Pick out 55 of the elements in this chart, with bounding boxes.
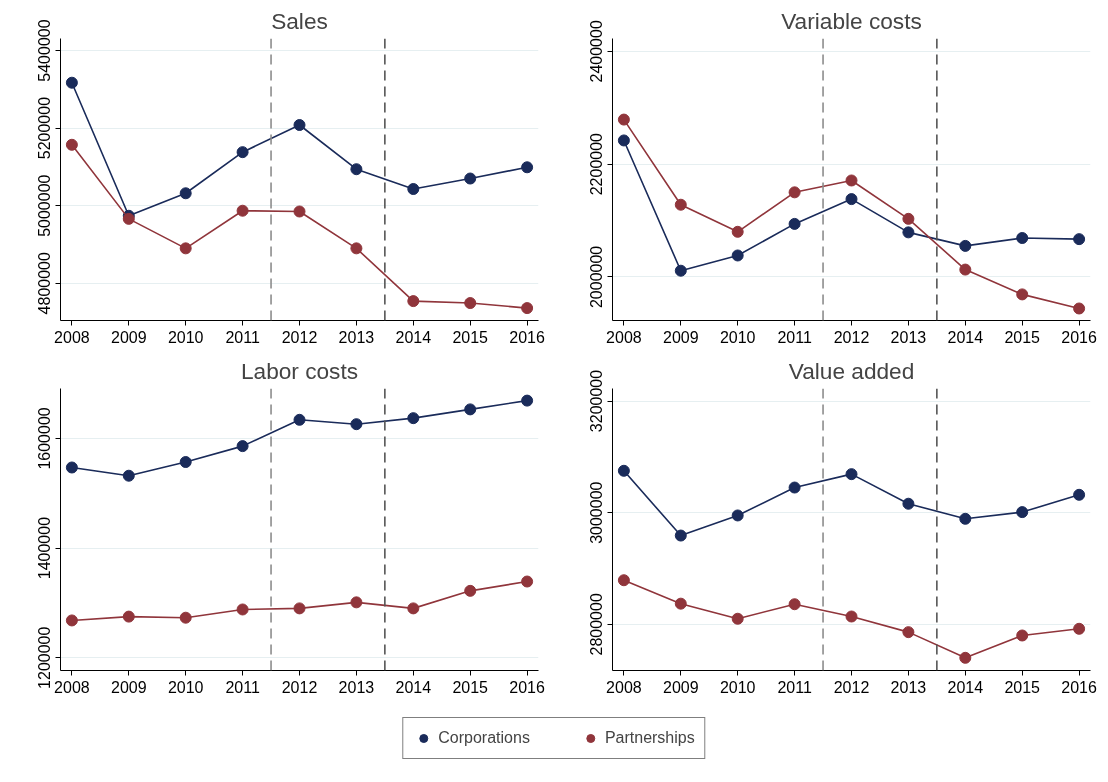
y-tick-label: 5200000 xyxy=(36,96,54,160)
x-tick-label: 2015 xyxy=(452,328,489,346)
legend-label: Corporations xyxy=(438,729,530,747)
x-tick-label: 2016 xyxy=(1061,328,1098,346)
x-tick-label: 2011 xyxy=(777,328,812,346)
x-tick-label: 2012 xyxy=(281,328,318,346)
chart-title: Variable costs xyxy=(781,7,922,34)
chart-title: Value added xyxy=(788,357,915,384)
x-tick-label: 2015 xyxy=(1004,678,1041,696)
x-tick-label: 2011 xyxy=(225,328,260,346)
x-tick-label: 2013 xyxy=(338,328,375,346)
chart-title: Sales xyxy=(271,7,328,34)
x-tick-label: 2016 xyxy=(509,678,546,696)
y-tick-label: 2200000 xyxy=(588,132,606,196)
x-tick-label: 2014 xyxy=(395,328,432,346)
x-tick-label: 2014 xyxy=(947,328,984,346)
x-tick-label: 2013 xyxy=(338,678,375,696)
x-tick-label: 2011 xyxy=(777,678,812,696)
y-tick-label: 5400000 xyxy=(36,19,54,82)
x-tick-label: 2010 xyxy=(719,678,756,696)
chart-title: Labor costs xyxy=(240,357,359,384)
x-tick-label: 2011 xyxy=(225,678,260,696)
y-tick-label: 2400000 xyxy=(588,20,606,83)
x-tick-label: 2014 xyxy=(947,678,984,696)
x-tick-label: 2015 xyxy=(1004,328,1041,346)
y-tick-label: 1400000 xyxy=(36,516,54,580)
x-tick-label: 2010 xyxy=(719,328,756,346)
x-tick-label: 2009 xyxy=(110,678,147,696)
y-tick-label: 5000000 xyxy=(36,174,54,237)
x-tick-label: 2009 xyxy=(662,328,699,346)
x-tick-label: 2012 xyxy=(281,678,318,696)
x-tick-label: 2008 xyxy=(606,678,642,696)
x-tick-label: 2008 xyxy=(606,328,642,346)
legend-label: Partnerships xyxy=(604,729,695,747)
x-tick-label: 2010 xyxy=(167,678,204,696)
x-tick-label: 2013 xyxy=(890,328,927,346)
x-tick-label: 2013 xyxy=(890,678,927,696)
y-tick-label: 1200000 xyxy=(36,626,54,689)
y-tick-label: 4800000 xyxy=(36,252,54,315)
y-tick-label: 2800000 xyxy=(588,593,606,656)
x-tick-label: 2016 xyxy=(1061,678,1098,696)
x-tick-label: 2008 xyxy=(54,328,90,346)
x-tick-label: 2008 xyxy=(54,678,90,696)
x-tick-label: 2012 xyxy=(833,328,870,346)
y-tick-label: 3200000 xyxy=(588,369,606,433)
x-tick-label: 2015 xyxy=(452,678,489,696)
x-tick-label: 2009 xyxy=(662,678,699,696)
y-tick-label: 3000000 xyxy=(588,481,606,544)
x-tick-label: 2012 xyxy=(833,678,870,696)
x-tick-label: 2016 xyxy=(509,328,546,346)
y-tick-label: 2000000 xyxy=(588,245,606,309)
y-tick-label: 1600000 xyxy=(36,407,54,470)
x-tick-label: 2009 xyxy=(110,328,147,346)
x-tick-label: 2010 xyxy=(167,328,204,346)
x-tick-label: 2014 xyxy=(395,678,432,696)
